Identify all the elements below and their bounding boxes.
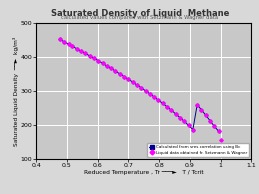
Point	[156, 99, 161, 102]
Point	[62, 40, 66, 43]
Point	[186, 124, 191, 127]
Point	[186, 124, 191, 127]
Point	[88, 54, 92, 57]
Point	[169, 109, 174, 112]
X-axis label: Reduced Temperature , Tr ───►   T / Tcrit: Reduced Temperature , Tr ───► T / Tcrit	[84, 170, 204, 175]
Point	[217, 130, 221, 133]
Point	[204, 114, 208, 117]
Point	[118, 72, 122, 75]
Point	[131, 81, 135, 84]
Point	[212, 125, 217, 128]
Point	[152, 95, 156, 99]
Point	[96, 59, 100, 62]
Point	[92, 57, 96, 60]
Point	[100, 62, 105, 65]
Point	[122, 75, 126, 78]
Point	[66, 42, 70, 46]
Point	[174, 112, 178, 115]
Point	[148, 92, 152, 95]
Point	[165, 105, 169, 108]
Point	[204, 114, 208, 117]
Point	[135, 83, 139, 87]
Point	[199, 108, 204, 111]
Point	[92, 57, 96, 60]
Point	[191, 128, 195, 131]
Point	[139, 86, 143, 89]
Point	[57, 38, 62, 41]
Point	[178, 116, 182, 119]
Point	[156, 99, 161, 102]
Point	[62, 40, 66, 43]
Point	[165, 105, 169, 108]
Point	[70, 45, 75, 48]
Point	[83, 52, 88, 55]
Point	[199, 108, 204, 111]
Point	[113, 70, 118, 73]
Point	[135, 83, 139, 87]
Legend: Calculated from sres correlation using Bc, Liquid data obtained fr. Setzmann & W: Calculated from sres correlation using B…	[147, 143, 249, 157]
Point	[126, 78, 131, 81]
Text: calculated values compared with Setzmann & Wagner data: calculated values compared with Setzmann…	[61, 15, 218, 20]
Point	[83, 52, 88, 55]
Point	[70, 45, 75, 48]
Point	[143, 89, 148, 92]
Point	[191, 128, 195, 131]
Point	[208, 119, 212, 122]
Point	[57, 38, 62, 41]
Point	[79, 50, 83, 53]
Point	[126, 78, 131, 81]
Point	[195, 103, 199, 106]
Point	[217, 130, 221, 133]
Point	[109, 67, 113, 70]
Point	[79, 50, 83, 53]
Point	[75, 47, 79, 50]
Point	[66, 42, 70, 46]
Point	[169, 109, 174, 112]
Point	[122, 75, 126, 78]
Point	[105, 64, 109, 68]
Point	[131, 81, 135, 84]
Point	[161, 102, 165, 105]
Point	[219, 139, 223, 142]
Point	[100, 62, 105, 65]
Point	[88, 54, 92, 57]
Point	[208, 119, 212, 122]
Point	[143, 89, 148, 92]
Point	[174, 112, 178, 115]
Point	[148, 92, 152, 95]
Point	[139, 86, 143, 89]
Point	[161, 102, 165, 105]
Point	[118, 72, 122, 75]
Point	[178, 116, 182, 119]
Point	[75, 47, 79, 50]
Point	[182, 120, 186, 123]
Point	[212, 125, 217, 128]
Point	[113, 70, 118, 73]
Point	[182, 120, 186, 123]
Point	[105, 64, 109, 68]
Point	[152, 95, 156, 99]
Point	[109, 67, 113, 70]
Y-axis label: Saturated Liquid Density  ──►  kg/m³: Saturated Liquid Density ──► kg/m³	[13, 36, 19, 146]
Point	[195, 103, 199, 106]
Point	[96, 59, 100, 62]
Text: Saturated Density of Liquid  Methane: Saturated Density of Liquid Methane	[51, 9, 229, 18]
